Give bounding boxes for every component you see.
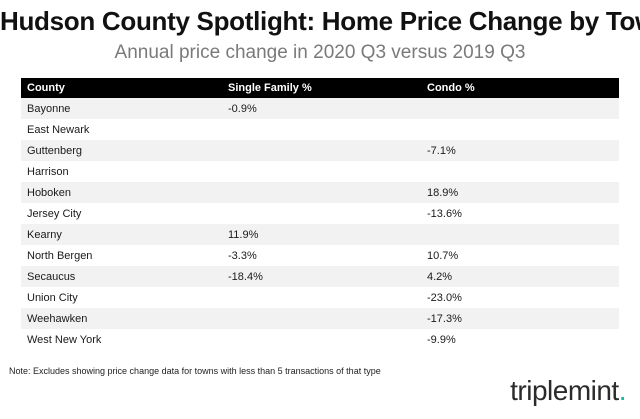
table-row: Kearny 11.9% xyxy=(21,224,619,245)
town-cell: Guttenberg xyxy=(21,140,222,161)
condo-cell xyxy=(421,98,619,119)
condo-cell: 10.7% xyxy=(421,245,619,266)
single-family-cell: -0.9% xyxy=(222,98,421,119)
condo-cell xyxy=(421,224,619,245)
table-body: Bayonne -0.9% East Newark Guttenberg -7.1% Ha… xyxy=(21,98,619,350)
town-cell: West New York xyxy=(21,329,222,350)
single-family-cell xyxy=(222,119,421,140)
column-header-county: County xyxy=(21,78,222,98)
single-family-cell xyxy=(222,287,421,308)
town-cell: Jersey City xyxy=(21,203,222,224)
table-row: Harrison xyxy=(21,161,619,182)
town-cell: Harrison xyxy=(21,161,222,182)
footnote: Note: Excludes showing price change data… xyxy=(9,366,381,376)
town-cell: North Bergen xyxy=(21,245,222,266)
chart-title: Hudson County Spotlight: Home Price Chan… xyxy=(0,6,640,36)
table-row: Guttenberg -7.1% xyxy=(21,140,619,161)
single-family-cell: 11.9% xyxy=(222,224,421,245)
single-family-cell xyxy=(222,140,421,161)
condo-cell: -23.0% xyxy=(421,287,619,308)
brand-dot: . xyxy=(618,375,627,406)
single-family-cell xyxy=(222,182,421,203)
condo-cell xyxy=(421,119,619,140)
table-row: North Bergen -3.3% 10.7% xyxy=(21,245,619,266)
town-cell: Weehawken xyxy=(21,308,222,329)
condo-cell: -13.6% xyxy=(421,203,619,224)
table-row: Secaucus -18.4% 4.2% xyxy=(21,266,619,287)
table-row: Weehawken -17.3% xyxy=(21,308,619,329)
condo-cell: -9.9% xyxy=(421,329,619,350)
brand-wordmark: triplemint xyxy=(510,375,619,406)
single-family-cell xyxy=(222,308,421,329)
table-row: Hoboken 18.9% xyxy=(21,182,619,203)
single-family-cell xyxy=(222,329,421,350)
town-cell: Secaucus xyxy=(21,266,222,287)
condo-cell: 4.2% xyxy=(421,266,619,287)
town-cell: Union City xyxy=(21,287,222,308)
single-family-cell xyxy=(222,203,421,224)
chart-subtitle: Annual price change in 2020 Q3 versus 20… xyxy=(114,42,526,63)
table-row: Jersey City -13.6% xyxy=(21,203,619,224)
table-header-row: County Single Family % Condo % xyxy=(21,78,619,98)
town-cell: Hoboken xyxy=(21,182,222,203)
table-row: East Newark xyxy=(21,119,619,140)
price-change-table: County Single Family % Condo % Bayonne -0… xyxy=(21,78,619,350)
table-row: Union City -23.0% xyxy=(21,287,619,308)
column-header-single-family: Single Family % xyxy=(222,78,421,98)
single-family-cell: -18.4% xyxy=(222,266,421,287)
condo-cell: -7.1% xyxy=(421,140,619,161)
table-row: Bayonne -0.9% xyxy=(21,98,619,119)
town-cell: Kearny xyxy=(21,224,222,245)
single-family-cell: -3.3% xyxy=(222,245,421,266)
town-cell: Bayonne xyxy=(21,98,222,119)
triplemint-logo: triplemint. xyxy=(510,375,626,407)
condo-cell xyxy=(421,161,619,182)
town-cell: East Newark xyxy=(21,119,222,140)
condo-cell: -17.3% xyxy=(421,308,619,329)
table-row: West New York -9.9% xyxy=(21,329,619,350)
condo-cell: 18.9% xyxy=(421,182,619,203)
column-header-condo: Condo % xyxy=(421,78,619,98)
single-family-cell xyxy=(222,161,421,182)
